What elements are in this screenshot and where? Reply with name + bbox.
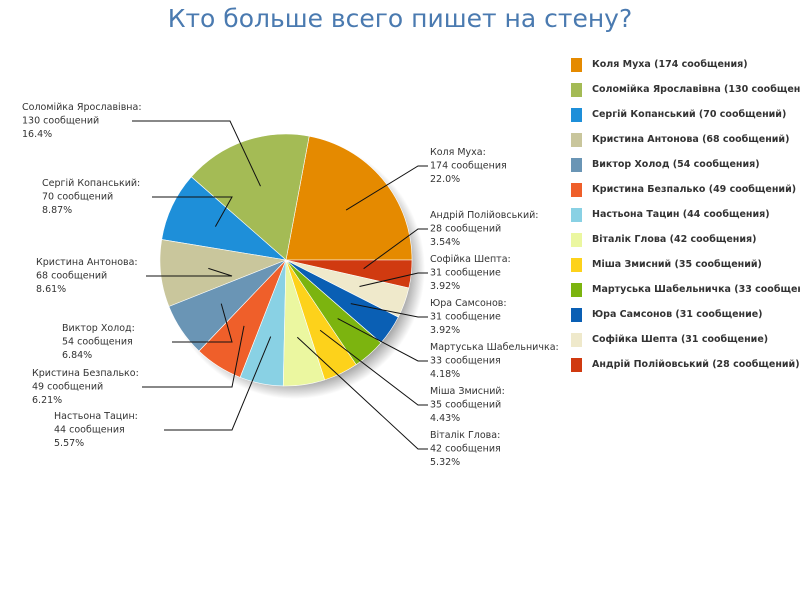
leader-line bbox=[172, 303, 233, 343]
legend-label: Андрій Полійовський (28 сообщений) bbox=[592, 359, 800, 370]
leader-line bbox=[337, 318, 428, 362]
legend-item: Соломійка Ярославівна (130 сообщений) bbox=[571, 77, 800, 102]
leader-line bbox=[319, 329, 428, 406]
legend-item: Міша Змисний (35 сообщений) bbox=[571, 252, 800, 277]
legend-label: Софійка Шепта (31 сообщение) bbox=[592, 334, 769, 345]
slice-label: Софійка Шепта: 31 сообщение 3.92% bbox=[430, 254, 511, 292]
legend-item: Софійка Шепта (31 сообщение) bbox=[571, 327, 800, 352]
leader-line bbox=[142, 325, 245, 388]
legend-swatch bbox=[571, 132, 582, 147]
legend: Коля Муха (174 сообщения) Соломійка Яросл… bbox=[571, 52, 800, 377]
legend-swatch bbox=[571, 282, 582, 297]
legend-label: Міша Змисний (35 сообщений) bbox=[592, 259, 762, 270]
legend-swatch bbox=[571, 57, 582, 72]
legend-label: Виктор Холод (54 сообщения) bbox=[592, 159, 760, 170]
legend-label: Мартуська Шабельничка (33 сообщения) bbox=[592, 284, 800, 295]
slice-label: Настьона Тацин: 44 сообщения 5.57% bbox=[54, 411, 138, 449]
legend-swatch bbox=[571, 82, 582, 97]
legend-label: Сергій Копанський (70 сообщений) bbox=[592, 109, 787, 120]
slice-label: Соломійка Ярославівна: 130 сообщений 16.4% bbox=[22, 102, 142, 140]
legend-swatch bbox=[571, 257, 582, 272]
slice-label: Віталік Глова: 42 сообщения 5.32% bbox=[430, 430, 501, 468]
legend-swatch bbox=[571, 357, 582, 372]
slice-label: Кристина Безпалько: 49 сообщений 6.21% bbox=[32, 368, 139, 406]
chart-title: Кто больше всего пишет на стену? bbox=[167, 4, 633, 33]
leader-line bbox=[296, 336, 428, 450]
legend-item: Андрій Полійовський (28 сообщений) bbox=[571, 352, 800, 377]
legend-label: Соломійка Ярославівна (130 сообщений) bbox=[592, 84, 800, 95]
slice-label: Андрій Полійовський: 28 сообщений 3.54% bbox=[430, 210, 539, 248]
legend-swatch bbox=[571, 232, 582, 247]
legend-label: Юра Самсонов (31 сообщение) bbox=[592, 309, 763, 320]
legend-label: Настьона Тацин (44 сообщения) bbox=[592, 209, 770, 220]
slice-label: Сергій Копанський: 70 сообщений 8.87% bbox=[42, 178, 140, 216]
legend-label: Віталік Глова (42 сообщения) bbox=[592, 234, 757, 245]
leader-line bbox=[350, 303, 428, 318]
leader-line bbox=[345, 165, 428, 211]
legend-swatch bbox=[571, 107, 582, 122]
legend-item: Сергій Копанський (70 сообщений) bbox=[571, 102, 800, 127]
leader-line bbox=[152, 196, 233, 227]
pie-slice bbox=[285, 135, 413, 261]
legend-swatch bbox=[571, 207, 582, 222]
slice-label: Юра Самсонов: 31 сообщение 3.92% bbox=[430, 298, 507, 336]
legend-item: Кристина Безпалько (49 сообщений) bbox=[571, 177, 800, 202]
legend-item: Настьона Тацин (44 сообщения) bbox=[571, 202, 800, 227]
legend-item: Віталік Глова (42 сообщения) bbox=[571, 227, 800, 252]
legend-item: Юра Самсонов (31 сообщение) bbox=[571, 302, 800, 327]
pie-slice bbox=[285, 259, 413, 289]
slice-label: Виктор Холод: 54 сообщения 6.84% bbox=[62, 323, 135, 361]
legend-item: Кристина Антонова (68 сообщений) bbox=[571, 127, 800, 152]
pie-slice bbox=[190, 133, 310, 261]
slice-label: Кристина Антонова: 68 сообщений 8.61% bbox=[36, 257, 138, 295]
legend-item: Виктор Холод (54 сообщения) bbox=[571, 152, 800, 177]
legend-item: Мартуська Шабельничка (33 сообщения) bbox=[571, 277, 800, 302]
pie-chart: Коля Муха: 174 сообщения 22.0% Соломійка Яр… bbox=[22, 102, 559, 468]
legend-label: Кристина Антонова (68 сообщений) bbox=[592, 134, 790, 145]
slice-label: Мартуська Шабельничка: 33 сообщения 4.18% bbox=[430, 342, 559, 380]
leader-line bbox=[146, 267, 233, 277]
legend-swatch bbox=[571, 332, 582, 347]
slice-label: Коля Муха: 174 сообщения 22.0% bbox=[430, 147, 507, 185]
leader-line bbox=[359, 272, 428, 288]
slice-label: Міша Змисний: 35 сообщений 4.43% bbox=[430, 386, 505, 424]
legend-label: Коля Муха (174 сообщения) bbox=[592, 59, 748, 70]
legend-swatch bbox=[571, 307, 582, 322]
leader-line bbox=[164, 336, 272, 431]
legend-item: Коля Муха (174 сообщения) bbox=[571, 52, 800, 77]
leader-line bbox=[363, 228, 428, 270]
legend-swatch bbox=[571, 157, 582, 172]
legend-swatch bbox=[571, 182, 582, 197]
leader-line bbox=[132, 120, 261, 187]
legend-label: Кристина Безпалько (49 сообщений) bbox=[592, 184, 797, 195]
